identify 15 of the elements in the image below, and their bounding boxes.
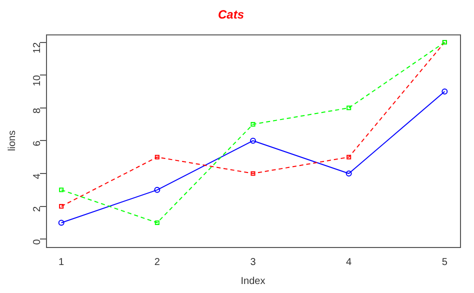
y-tick-label: 2 bbox=[32, 206, 43, 212]
y-tick-label: 10 bbox=[32, 74, 43, 86]
y-axis-title: lions bbox=[6, 130, 18, 151]
chart-title: Cats bbox=[218, 8, 244, 22]
y-tick-label: 6 bbox=[32, 140, 43, 146]
y-tick-label: 4 bbox=[32, 173, 43, 180]
x-tick-label: 3 bbox=[250, 256, 256, 268]
y-tick-label: 12 bbox=[32, 42, 43, 54]
y-tick-label: 8 bbox=[32, 107, 43, 114]
x-tick-label: 5 bbox=[442, 256, 448, 268]
x-axis-title: Index bbox=[240, 276, 266, 287]
x-tick-label: 2 bbox=[154, 256, 160, 268]
x-tick-label: 1 bbox=[58, 256, 65, 268]
y-tick-label: 0 bbox=[32, 238, 43, 245]
x-tick-label: 4 bbox=[346, 256, 352, 268]
